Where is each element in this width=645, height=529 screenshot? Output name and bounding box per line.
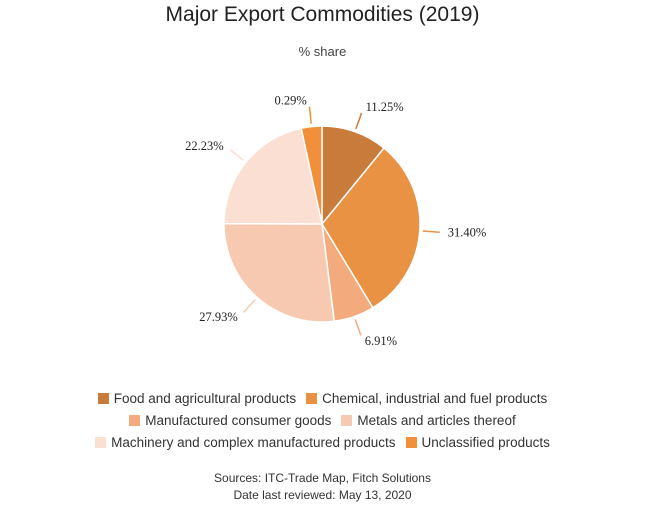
data-label-5: 0.29% [274,94,306,108]
legend-item-5[interactable]: Unclassified products [405,434,550,450]
data-label-4: 22.23% [185,139,224,153]
leader-line-0 [355,112,363,130]
leader-line-1 [422,230,440,233]
legend-item-0[interactable]: Food and agricultural products [97,390,297,406]
legend: Food and agricultural products Chemical, … [0,387,645,453]
leader-line-4 [229,149,244,162]
sources-note: Sources: ITC-Trade Map, Fitch Solutions [214,471,431,485]
data-label-3: 27.93% [199,310,238,324]
date-reviewed-note: Date last reviewed: May 13, 2020 [233,488,412,502]
chart-title: Major Export Commodities (2019) [165,3,480,26]
data-label-1: 31.40% [448,226,487,240]
legend-label-4: Machinery and complex manufactured produ… [111,434,396,450]
data-label-2: 6.91% [365,334,397,348]
chart-subtitle: % share [298,44,347,59]
legend-row-2: Machinery and complex manufactured produ… [0,431,645,453]
pie-chart: 11.25% 31.40% 6.91% 27.93% 22.23% 0.29% [185,94,487,348]
leader-line-3 [243,299,256,313]
legend-swatch-5 [405,436,417,448]
legend-item-1[interactable]: Chemical, industrial and fuel products [306,391,547,406]
legend-item-4[interactable]: Machinery and complex manufactured produ… [95,434,396,450]
legend-item-3[interactable]: Metals and articles thereof [341,412,516,428]
legend-label-3: Metals and articles thereof [357,412,516,428]
legend-swatch-0 [97,392,109,404]
pie-slice-5 [300,125,323,225]
legend-item-2[interactable]: Manufactured consumer goods [129,413,331,428]
legend-row-0: Food and agricultural products Chemical, … [0,387,645,409]
pie-slice-3 [223,222,336,323]
legend-label-1: Chemical, industrial and fuel products [322,390,548,406]
legend-label-0: Food and agricultural products [113,390,297,406]
legend-swatch-4 [95,436,107,448]
legend-swatch-2 [129,414,141,426]
legend-swatch-1 [306,392,318,404]
data-label-0: 11.25% [366,100,404,114]
chart-footer: Sources: ITC-Trade Map, Fitch Solutions … [0,470,645,504]
pie-slice-4 [223,127,323,225]
legend-label-5: Unclassified products [421,434,550,450]
pie-slice-1 [321,147,421,309]
leader-line-5 [308,106,312,124]
leader-line-2 [354,319,362,336]
pie-slice-0 [321,125,386,227]
legend-row-1: Manufactured consumer goods Metals and ar… [0,409,645,431]
legend-swatch-3 [341,414,353,426]
legend-label-2: Manufactured consumer goods [145,412,332,428]
